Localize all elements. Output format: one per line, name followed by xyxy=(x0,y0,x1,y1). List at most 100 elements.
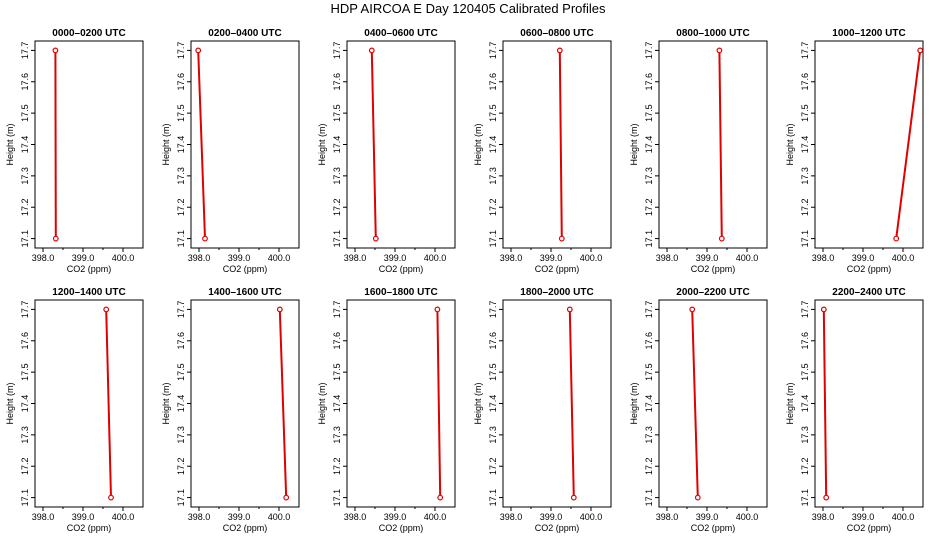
figure-title: HDP AIRCOA E Day 120405 Calibrated Profi… xyxy=(330,1,606,16)
x-tick-label: 398.0 xyxy=(344,253,367,263)
y-tick-label: 17.3 xyxy=(176,167,186,185)
y-tick-label: 17.4 xyxy=(332,395,342,413)
x-tick-label: 400.0 xyxy=(268,512,291,522)
x-tick-label: 398.0 xyxy=(32,253,55,263)
y-tick-label: 17.6 xyxy=(332,332,342,350)
y-tick-label: 17.3 xyxy=(644,167,654,185)
data-point xyxy=(718,235,725,242)
x-tick-label: 398.0 xyxy=(188,253,211,263)
y-tick-label: 17.4 xyxy=(644,136,654,154)
y-tick-label: 17.2 xyxy=(800,457,810,475)
data-point xyxy=(103,306,110,313)
x-axis-label: CO2 (ppm) xyxy=(379,523,424,533)
profile-line xyxy=(568,309,575,498)
y-tick-label: 17.2 xyxy=(176,457,186,475)
y-tick-label: 17.6 xyxy=(800,332,810,350)
y-tick-label: 17.6 xyxy=(20,332,30,350)
x-tick-label: 399.0 xyxy=(72,253,95,263)
x-tick-label: 399.0 xyxy=(852,512,875,522)
y-tick-label: 17.3 xyxy=(332,167,342,185)
y-tick-label: 17.3 xyxy=(176,426,186,444)
x-axis-label: CO2 (ppm) xyxy=(223,523,268,533)
x-tick-label: 398.0 xyxy=(812,512,835,522)
x-tick-label: 399.0 xyxy=(852,253,875,263)
x-tick-label: 398.0 xyxy=(656,253,679,263)
data-point xyxy=(694,494,701,501)
data-point xyxy=(434,306,441,313)
data-point xyxy=(52,47,59,54)
y-tick-label: 17.1 xyxy=(332,230,342,248)
y-tick-label: 17.1 xyxy=(800,489,810,507)
y-tick-label: 17.7 xyxy=(332,301,342,319)
panel-title: 0200–0400 UTC xyxy=(208,28,281,39)
y-tick-label: 17.2 xyxy=(332,457,342,475)
plot-frame xyxy=(814,299,924,508)
y-tick-label: 17.5 xyxy=(488,363,498,381)
plot-frame xyxy=(34,299,144,508)
x-axis-label: CO2 (ppm) xyxy=(223,264,268,274)
y-tick-label: 17.3 xyxy=(20,426,30,444)
x-tick-label: 400.0 xyxy=(268,253,291,263)
panel-title: 1000–1200 UTC xyxy=(832,28,905,39)
x-tick-label: 399.0 xyxy=(540,253,563,263)
y-tick-label: 17.1 xyxy=(20,489,30,507)
x-tick-label: 399.0 xyxy=(384,253,407,263)
y-tick-label: 17.7 xyxy=(332,42,342,60)
x-tick-label: 400.0 xyxy=(112,512,135,522)
profile-line xyxy=(822,309,828,498)
x-axis-label: CO2 (ppm) xyxy=(67,523,112,533)
data-point xyxy=(202,235,208,242)
x-tick-label: 400.0 xyxy=(736,512,759,522)
y-axis-label: Height (m) xyxy=(629,382,639,424)
y-tick-label: 17.7 xyxy=(20,42,30,60)
data-point xyxy=(689,306,696,313)
y-tick-label: 17.5 xyxy=(644,363,654,381)
y-tick-label: 17.5 xyxy=(644,104,654,122)
x-axis-label: CO2 (ppm) xyxy=(691,264,736,274)
profile-line xyxy=(278,309,288,498)
y-axis-label: Height (m) xyxy=(317,382,327,424)
y-tick-label: 17.1 xyxy=(332,489,342,507)
panel-title: 2000–2200 UTC xyxy=(676,287,749,298)
data-point xyxy=(437,494,444,501)
y-tick-label: 17.5 xyxy=(488,104,498,122)
y-tick-label: 17.1 xyxy=(176,230,186,248)
y-tick-label: 17.6 xyxy=(644,332,654,350)
y-tick-label: 17.2 xyxy=(644,457,654,475)
plot-frame xyxy=(502,40,612,249)
y-tick-label: 17.2 xyxy=(488,457,498,475)
panel-title: 1200–1400 UTC xyxy=(52,287,125,298)
x-tick-label: 399.0 xyxy=(228,253,251,263)
x-tick-label: 398.0 xyxy=(188,512,211,522)
plot-frame xyxy=(658,40,768,249)
y-tick-label: 17.2 xyxy=(20,198,30,216)
y-tick-label: 17.4 xyxy=(176,136,186,154)
data-point xyxy=(716,47,723,54)
y-axis-label: Height (m) xyxy=(473,382,483,424)
y-tick-label: 17.5 xyxy=(176,363,186,381)
y-tick-label: 17.7 xyxy=(176,301,186,319)
panel-title: 0000–0200 UTC xyxy=(52,28,125,39)
data-point xyxy=(556,47,563,54)
y-tick-label: 17.2 xyxy=(332,198,342,216)
y-tick-label: 17.4 xyxy=(800,136,810,154)
y-tick-label: 17.7 xyxy=(20,301,30,319)
y-axis-label: Height (m) xyxy=(629,123,639,165)
x-tick-label: 399.0 xyxy=(540,512,563,522)
panel-title: 0600–0800 UTC xyxy=(520,28,593,39)
y-tick-label: 17.1 xyxy=(644,489,654,507)
y-tick-label: 17.1 xyxy=(800,230,810,248)
data-point xyxy=(372,235,379,242)
y-axis-label: Height (m) xyxy=(785,123,795,165)
y-tick-label: 17.6 xyxy=(332,73,342,91)
x-axis-label: CO2 (ppm) xyxy=(67,264,112,274)
x-axis-label: CO2 (ppm) xyxy=(691,523,736,533)
profile-line xyxy=(718,50,723,239)
y-tick-label: 17.7 xyxy=(488,42,498,60)
y-axis-label: Height (m) xyxy=(317,123,327,165)
y-tick-label: 17.6 xyxy=(488,332,498,350)
